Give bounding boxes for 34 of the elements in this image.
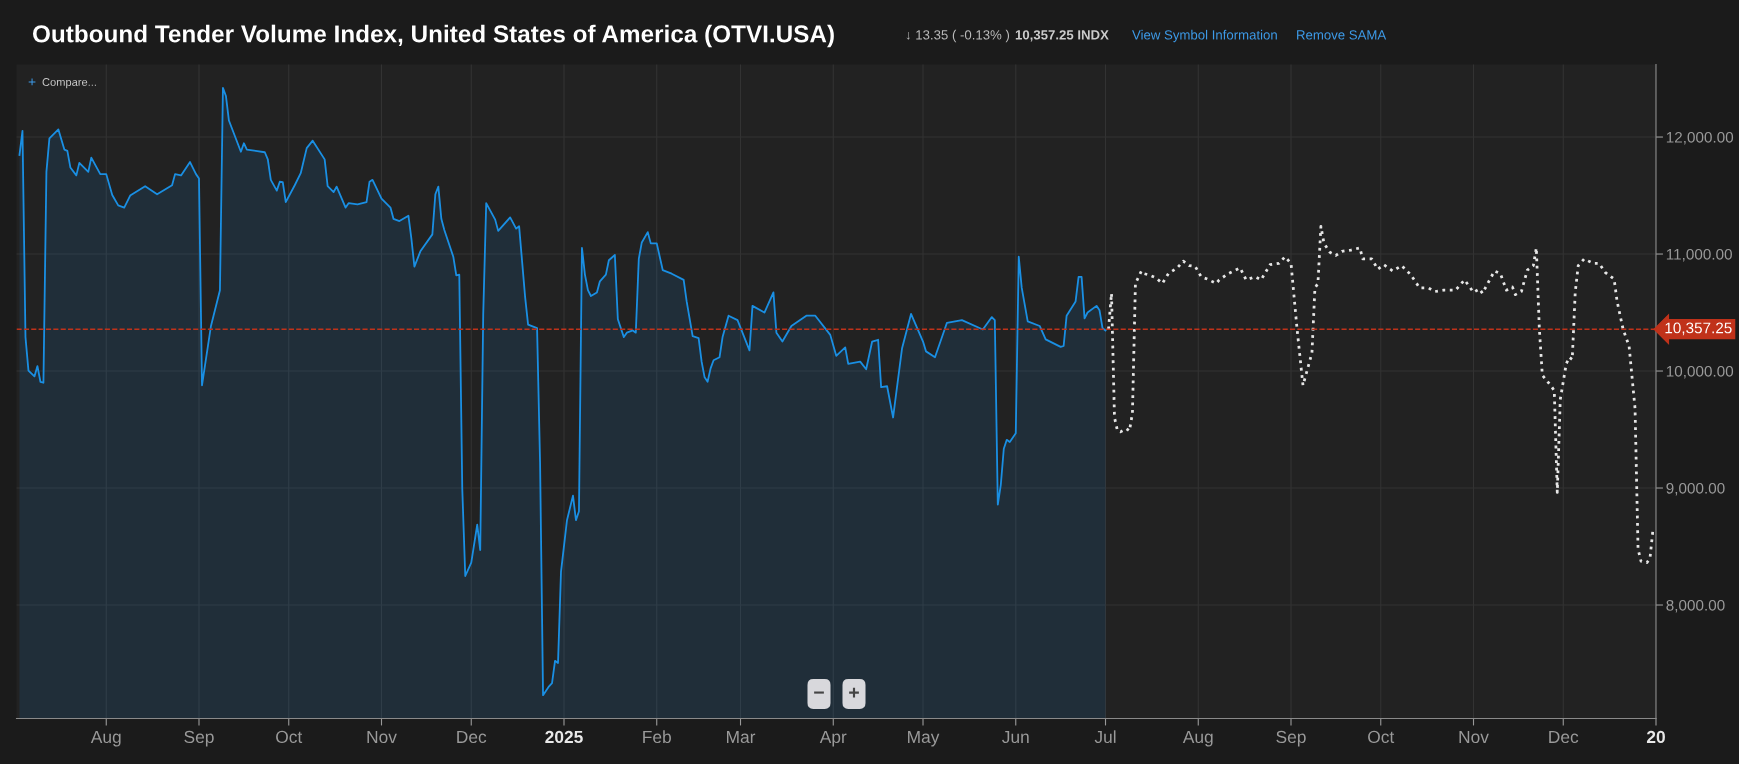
y-tick-label: 10,000.00: [1666, 365, 1734, 379]
text: ↓ 13.35 ( -0.13% ): [906, 29, 1010, 43]
x-tick-label: 20: [1646, 730, 1665, 744]
ref-line-label: 10,357.25: [1665, 322, 1732, 336]
x-tick-label: Aug: [90, 730, 121, 747]
x-tick-label: Nov: [1459, 730, 1489, 744]
x-tick-label: Mar: [726, 730, 756, 744]
text: Remove SAMA: [1297, 30, 1387, 40]
text: View Symbol Information: [1132, 29, 1277, 43]
annotation: +: [849, 687, 859, 698]
x-tick-label: Dec: [1549, 730, 1579, 744]
y-tick-label: 9,000.00: [1666, 482, 1725, 496]
y-tick-label: 8,000.00: [1666, 599, 1725, 613]
annotation: +: [28, 78, 36, 86]
x-tick-label: Feb: [643, 730, 671, 744]
text: 10,357.25 INDX: [1015, 30, 1109, 42]
x-tick-label: Sep: [184, 730, 214, 747]
x-tick-label: Jul: [1094, 730, 1116, 744]
x-tick-label: Sep: [1276, 730, 1306, 747]
chart-title: Outbound Tender Volume Index, United States of America (OTVI.USA): [33, 24, 834, 48]
x-tick-label: Dec: [457, 730, 487, 744]
x-tick-label: 2025: [545, 730, 583, 744]
x-tick-label: May: [908, 730, 940, 747]
annotation: Compare...: [42, 78, 96, 89]
x-tick-label: Oct: [276, 730, 303, 744]
x-tick-label: Nov: [367, 730, 397, 744]
x-tick-label: Jun: [1002, 730, 1029, 744]
x-tick-label: Apr: [819, 730, 847, 747]
line-series: [1107, 224, 1655, 564]
y-tick-label: 12,000.00: [1666, 131, 1734, 145]
x-tick-label: Aug: [1182, 730, 1213, 747]
annotation: −: [814, 691, 824, 694]
x-tick-label: Oct: [1368, 730, 1395, 744]
y-tick-label: 11,000.00: [1666, 248, 1732, 262]
